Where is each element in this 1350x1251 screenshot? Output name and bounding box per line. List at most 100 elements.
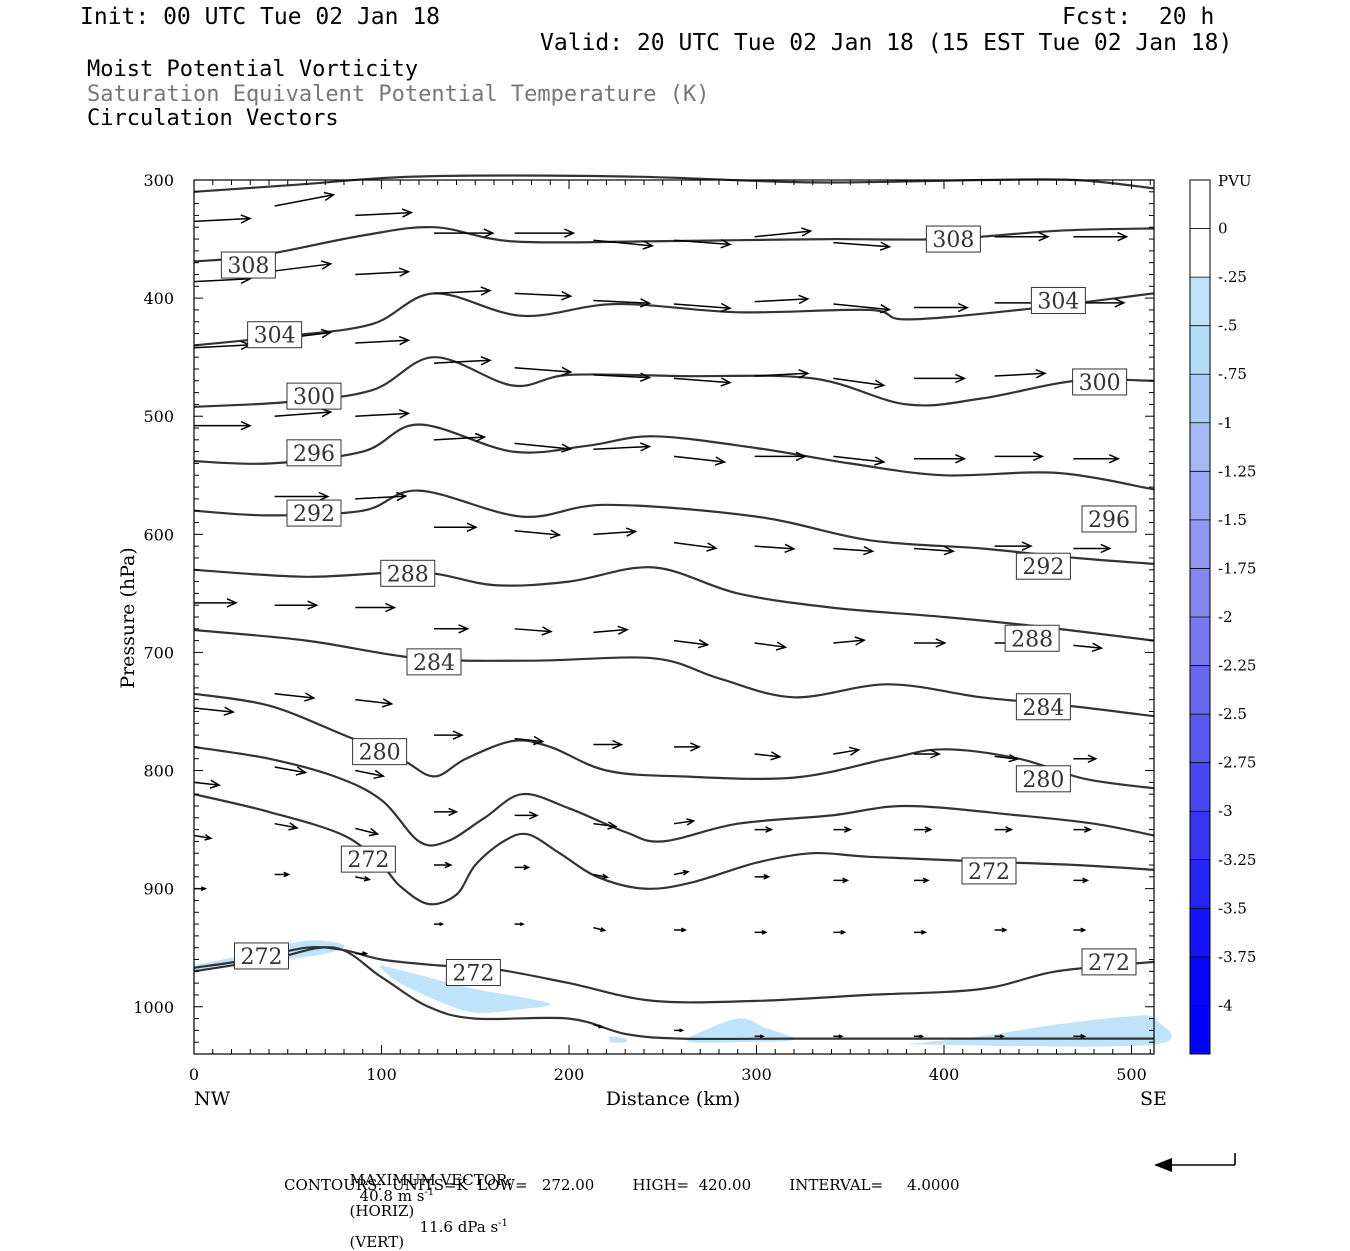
x-tick-label: 400 [929, 1065, 960, 1084]
circulation-vector [833, 545, 875, 556]
circulation-vector [274, 260, 333, 272]
circulation-vector [274, 491, 330, 502]
y-tick-label: 900 [143, 880, 174, 899]
x-axis-label: Distance (km) [606, 1088, 741, 1110]
circulation-vector [434, 624, 470, 634]
contour-label-box [247, 321, 303, 349]
circulation-vector [754, 294, 810, 305]
circulation-vector [593, 926, 607, 932]
circulation-vector [1073, 877, 1090, 884]
circulation-vector [833, 1034, 844, 1039]
vector-head [1083, 826, 1093, 833]
vector-shaft [274, 766, 306, 774]
contour-label-text: 304 [254, 324, 296, 349]
contour-label: 296 [1081, 505, 1137, 533]
vector-head [706, 542, 718, 552]
circulation-vector [914, 454, 967, 464]
vector-head [930, 749, 942, 759]
vector-shaft [673, 239, 731, 246]
circulation-vector [914, 373, 967, 384]
circulation-vector [274, 407, 333, 418]
circulation-vector [355, 267, 411, 277]
circulation-vector [754, 751, 782, 761]
vector-head [924, 826, 933, 833]
circulation-vector [913, 545, 956, 556]
vector-head [720, 377, 732, 387]
vector-head [1032, 451, 1045, 462]
vector-head [840, 929, 847, 935]
vector-head [759, 1034, 765, 1039]
vector-shaft [673, 639, 708, 646]
vector-head [444, 861, 453, 869]
vector-shaft [593, 530, 636, 536]
colorbar-tick-label: -3.75 [1218, 948, 1256, 966]
vector-head [561, 443, 573, 453]
vector-head [226, 598, 238, 608]
vector-head [879, 304, 892, 314]
circulation-vector [355, 769, 386, 780]
vector-head [396, 491, 408, 502]
vector-head [209, 779, 222, 789]
circulation-vector [833, 303, 892, 314]
vector-head [398, 335, 411, 346]
circulation-vector [994, 1034, 1005, 1039]
vector-head [598, 1024, 604, 1029]
vector-head [920, 929, 928, 935]
circulation-vector [355, 335, 411, 346]
contour-label-text: 288 [387, 562, 429, 587]
circulation-vector [673, 455, 727, 466]
vector-shaft [433, 436, 485, 441]
circulation-vector [673, 869, 690, 876]
circulation-vector [754, 1034, 765, 1039]
circulation-vector [754, 451, 807, 462]
contour-label-text: 296 [1088, 508, 1130, 533]
vector-head [922, 877, 930, 884]
vector-head [240, 214, 252, 224]
vector-head [448, 807, 459, 817]
y-axis-label: Pressure (hPa) [117, 547, 139, 689]
contour-label-text: 272 [241, 945, 283, 970]
vector-head [874, 456, 886, 466]
circulation-vector [833, 455, 886, 466]
circulation-vector [833, 877, 850, 884]
vector-head [955, 454, 967, 464]
colorbar-segment [1190, 325, 1210, 375]
circulation-vector [914, 302, 970, 313]
circulation-vector [274, 191, 336, 207]
circulation-vector [994, 826, 1014, 833]
contour-label-box [1015, 693, 1071, 721]
circulation-vector [194, 598, 238, 608]
circulation-vector [355, 208, 414, 218]
vector-head [798, 369, 810, 379]
contour-label-box [286, 382, 342, 410]
vector-head [784, 543, 796, 554]
vector-head [714, 456, 727, 466]
vector-head [549, 529, 562, 539]
vector-head [838, 1034, 844, 1039]
contour-label-box [220, 251, 276, 279]
vector-shaft [355, 827, 378, 835]
vector-shaft [355, 876, 370, 881]
circulation-vector [1073, 454, 1121, 464]
vector-head [363, 875, 372, 882]
vector-shaft [913, 547, 954, 553]
vector-head [848, 746, 861, 756]
vector-head [533, 735, 545, 746]
circulation-vector [355, 951, 369, 957]
theta-contour [193, 225, 1155, 263]
circulation-vector [514, 922, 525, 927]
vector-head [304, 692, 316, 702]
contour-label-box [1004, 624, 1060, 652]
circulation-vector [1073, 642, 1104, 653]
vector-head [617, 625, 629, 635]
colorbar-tick-label: -3.5 [1218, 899, 1247, 917]
circulation-vector [434, 861, 453, 869]
vector-head [321, 407, 333, 418]
circulation-vector [754, 873, 771, 880]
vector-head [763, 873, 771, 880]
vector-head [1091, 642, 1104, 653]
pv-region [687, 1018, 795, 1043]
contour-label-box [961, 857, 1017, 885]
vector-shaft [994, 372, 1046, 377]
circulation-vector [593, 239, 655, 250]
